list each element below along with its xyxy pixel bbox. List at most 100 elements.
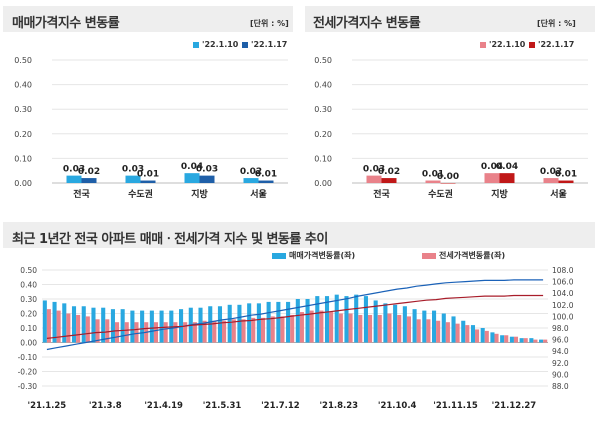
jeonse-category-label: 전국 bbox=[373, 188, 390, 200]
trend-left-tick-label: 0.10 bbox=[20, 324, 37, 333]
trend-sale-rate-bar bbox=[539, 339, 544, 343]
trend-jeonse-rate-bar bbox=[192, 322, 197, 343]
trend-legend-sale: 매매가격변동률(좌) bbox=[272, 250, 355, 261]
trend-jeonse-rate-bar bbox=[533, 339, 538, 343]
trend-legend-swatch-jeonse bbox=[422, 252, 436, 259]
jeonse-legend-series1: '22.1.10 bbox=[480, 40, 525, 49]
trend-sale-rate-bar bbox=[441, 313, 446, 343]
sale-data-label: 0.03 bbox=[63, 165, 85, 175]
trend-jeonse-rate-bar bbox=[173, 322, 178, 343]
trend-sale-rate-bar bbox=[461, 320, 466, 343]
trend-sale-rate-bar bbox=[373, 300, 378, 343]
trend-legend-jeonse: 전세가격변동률(좌) bbox=[422, 250, 505, 261]
trend-sale-rate-bar bbox=[451, 316, 456, 343]
trend-left-tick-label: -0.30 bbox=[18, 382, 38, 391]
trend-left-tick-label: 0.20 bbox=[20, 310, 37, 319]
jeonse-data-label: 0.01 bbox=[555, 170, 577, 180]
trend-sale-rate-bar bbox=[91, 307, 96, 343]
trend-jeonse-rate-bar bbox=[504, 335, 509, 343]
trend-sale-rate-bar bbox=[295, 299, 300, 343]
sale-ytick-label: 0.20 bbox=[14, 130, 32, 139]
trend-sale-rate-bar bbox=[286, 301, 291, 343]
trend-jeonse-rate-bar bbox=[202, 320, 207, 343]
trend-sale-rate-bar bbox=[130, 310, 135, 343]
sale-legend-series1: '22.1.10 bbox=[193, 40, 238, 49]
trend-sale-rate-bar bbox=[52, 301, 57, 343]
trend-x-tick-label: '21.11.15 bbox=[433, 401, 478, 411]
sale-category-label: 전국 bbox=[73, 188, 90, 200]
trend-sale-rate-bar bbox=[315, 296, 320, 343]
trend-jeonse-rate-bar bbox=[46, 309, 51, 343]
trend-jeonse-rate-bar bbox=[183, 322, 188, 343]
sale-data-label: 0.01 bbox=[137, 170, 159, 180]
trend-sale-rate-bar bbox=[432, 310, 437, 343]
trend-sale-rate-bar bbox=[237, 304, 242, 343]
trend-sale-rate-bar bbox=[217, 306, 223, 343]
sale-category-label: 지방 bbox=[191, 188, 208, 200]
sale-bar bbox=[184, 173, 200, 183]
sale-legend-label-2: '22.1.17 bbox=[251, 40, 288, 49]
trend-sale-rate-bar bbox=[383, 303, 388, 343]
trend-jeonse-rate-bar bbox=[465, 325, 470, 343]
trend-jeonse-rate-bar bbox=[299, 312, 304, 343]
trend-sale-rate-bar bbox=[42, 300, 47, 343]
trend-jeonse-rate-bar bbox=[231, 319, 236, 343]
trend-jeonse-rate-bar bbox=[309, 310, 314, 343]
trend-sale-rate-bar bbox=[110, 309, 115, 343]
jeonse-ytick-label: 0.50 bbox=[314, 56, 332, 65]
trend-legend-label-jeonse: 전세가격변동률(좌) bbox=[439, 251, 506, 260]
trend-jeonse-rate-bar bbox=[251, 317, 256, 343]
sale-bar bbox=[258, 180, 274, 183]
trend-sale-rate-bar bbox=[354, 294, 359, 343]
trend-chart-title: 최근 1년간 전국 아파트 매매ㆍ전세가격 지수 및 변동률 추이 bbox=[12, 232, 328, 247]
jeonse-legend-swatch-2 bbox=[529, 41, 535, 48]
sale-category-label: 수도권 bbox=[128, 188, 153, 200]
trend-jeonse-rate-bar bbox=[475, 329, 480, 343]
trend-x-tick-label: '21.7.12 bbox=[261, 401, 300, 411]
trend-right-tick-label: 106.0 bbox=[552, 278, 574, 287]
trend-jeonse-index-line bbox=[46, 294, 544, 339]
trend-jeonse-rate-bar bbox=[436, 320, 441, 343]
trend-jeonse-rate-bar bbox=[348, 313, 353, 343]
trend-sale-rate-bar bbox=[422, 310, 427, 343]
trend-sale-rate-bar bbox=[529, 338, 534, 343]
sale-data-label: 0.02 bbox=[240, 167, 262, 177]
trend-right-tick-label: 98.0 bbox=[552, 324, 569, 333]
trend-combo-chart: 0.50 0.40 0.30 0.20 0.10 0.00 -0.10 -0.20 -0.30 1… bbox=[18, 266, 574, 411]
jeonse-category-label: 지방 bbox=[491, 188, 508, 200]
sale-legend-series2: '22.1.17 bbox=[242, 40, 287, 49]
trend-sale-index-line bbox=[46, 279, 544, 351]
trend-sale-rate-bar bbox=[344, 296, 349, 343]
trend-jeonse-rate-bar bbox=[85, 316, 90, 343]
trend-left-tick-label: 0.50 bbox=[20, 266, 37, 275]
trend-left-tick-label: -0.20 bbox=[18, 368, 38, 377]
sale-bar bbox=[66, 175, 82, 183]
trend-jeonse-rate-bar bbox=[397, 314, 402, 343]
trend-jeonse-rate-bar bbox=[163, 322, 168, 343]
sale-unit-label: [단위 : %] bbox=[250, 19, 289, 28]
trend-jeonse-rate-bar bbox=[367, 314, 373, 343]
trend-right-tick-label: 90.0 bbox=[552, 370, 569, 379]
sale-panel-header bbox=[3, 6, 293, 32]
trend-jeonse-rate-bar bbox=[260, 317, 266, 343]
jeonse-bar bbox=[425, 180, 441, 183]
trend-jeonse-rate-bar bbox=[338, 313, 343, 343]
trend-sale-rate-bar bbox=[120, 309, 125, 343]
trend-sale-rate-bar bbox=[363, 296, 368, 343]
sale-ytick-label: 0.10 bbox=[14, 154, 32, 163]
trend-jeonse-rate-bar bbox=[66, 313, 71, 343]
trend-sale-rate-bar bbox=[393, 304, 398, 343]
jeonse-bar-chart: 0.500.400.300.200.100.000.030.02전국0.010.… bbox=[314, 56, 588, 200]
trend-x-tick-label: '21.8.23 bbox=[319, 401, 358, 411]
trend-jeonse-rate-bar bbox=[329, 312, 334, 343]
trend-jeonse-rate-bar bbox=[290, 314, 295, 343]
trend-jeonse-rate-bar bbox=[241, 319, 246, 343]
trend-sale-rate-bar bbox=[247, 303, 252, 343]
trend-sale-rate-bar bbox=[276, 301, 281, 343]
trend-jeonse-rate-bar bbox=[513, 336, 519, 343]
trend-jeonse-rate-bar bbox=[270, 316, 275, 343]
jeonse-chart-title: 전세가격지수 변동률 bbox=[313, 16, 421, 31]
trend-right-tick-label: 96.0 bbox=[552, 336, 569, 345]
sale-chart-title: 매매가격지수 변동률 bbox=[12, 16, 120, 31]
trend-sale-rate-bar bbox=[227, 304, 232, 343]
